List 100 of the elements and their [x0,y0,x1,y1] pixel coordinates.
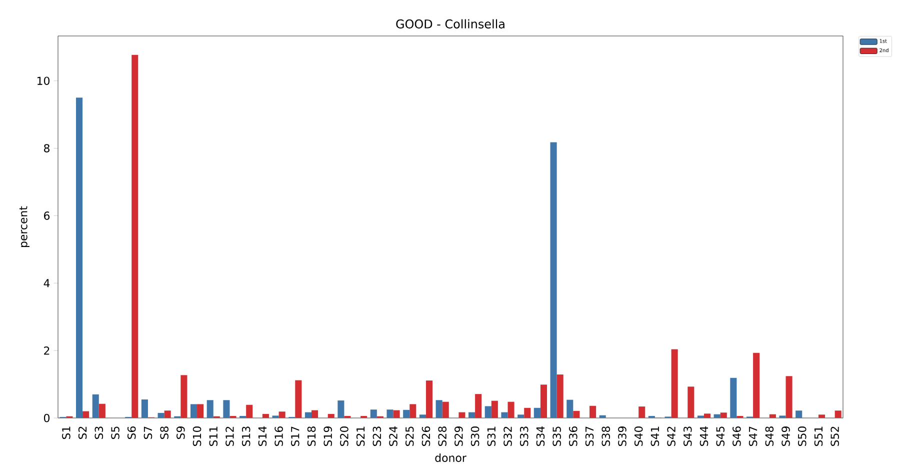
chart-title: GOOD - Collinsella [396,19,504,28]
bar [714,414,720,418]
bar [426,380,433,418]
bar [524,408,531,418]
y-tick-label: 10 [37,76,50,85]
bar [164,410,171,418]
bar [786,376,792,418]
x-tick-label: S18 [307,426,316,446]
x-tick-label: S26 [422,426,430,446]
bar [491,400,498,418]
x-tick-label: S23 [372,426,382,446]
x-tick-label: S28 [438,426,446,446]
x-tick-label: S52 [830,426,839,446]
bar [638,406,646,418]
bar [796,410,802,418]
x-tick-label: S34 [536,426,545,446]
x-tick-label: S12 [226,426,234,446]
bar [688,386,694,418]
bar [98,404,106,418]
x-tick-label: S45 [716,426,724,446]
bar [769,414,776,418]
bar [419,414,426,418]
bar [501,412,508,418]
x-tick-label: S1 [62,426,70,439]
bar [180,375,188,418]
y-tick-label: 6 [44,212,50,220]
x-tick-label: S9 [176,426,185,439]
x-tick-label: S47 [748,426,758,446]
x-tick-label: S32 [504,426,512,446]
x-tick-label: S48 [765,426,774,446]
bar [704,414,711,418]
x-tick-label: S38 [602,426,610,446]
bar [468,412,476,418]
bar [92,394,99,418]
y-tick-label: 4 [44,279,50,288]
x-tick-label: S3 [94,426,104,439]
bar [262,414,269,418]
x-tick-label: S14 [258,426,267,446]
x-tick-label: S2 [78,426,87,439]
bar [132,54,138,418]
x-tick-label: S19 [324,426,332,446]
x-tick-label: S51 [814,426,823,446]
y-tick-label: 0 [44,414,50,422]
bar [556,374,564,418]
bar [573,410,580,418]
x-tick-label: S33 [520,426,528,446]
x-tick-label: S35 [552,426,561,446]
bar [834,410,842,418]
x-tick-label: S31 [487,426,496,446]
x-tick-label: S17 [291,426,300,446]
bar [158,412,164,418]
x-tick-label: S40 [634,426,643,446]
bar [295,380,302,418]
bar [599,415,606,418]
bar [393,410,400,418]
bar [338,400,344,418]
y-axis-title: percent [19,206,30,247]
x-tick-label: S20 [340,426,348,446]
x-tick-label: S49 [782,426,790,446]
x-tick-label: S29 [454,426,463,446]
y-tick-label: 8 [44,144,50,152]
x-tick-label: S13 [242,426,250,446]
bar [82,411,90,418]
bar [436,400,442,418]
bar [458,412,466,418]
bar [370,410,377,418]
bar [475,394,482,418]
bar [550,142,557,418]
x-tick-label: S16 [274,426,283,446]
bar [566,400,574,418]
x-tick-label: S43 [684,426,692,446]
x-tick-label: S6 [127,426,136,439]
bar [246,404,253,418]
bar [590,406,596,418]
bar [730,378,737,418]
x-tick-label: S30 [470,426,480,446]
x-tick-label: S21 [356,426,365,446]
x-tick-label: S11 [209,426,218,446]
bar [190,404,198,418]
bar [278,412,286,418]
x-axis-title: donor [435,453,466,462]
x-tick-label: S24 [389,426,398,446]
bar [328,414,334,418]
bar [671,349,678,418]
bar [304,412,312,418]
y-tick-label: 2 [44,346,50,355]
bar [312,410,318,418]
x-tick-label: S10 [192,426,202,446]
x-tick-label: S36 [569,426,578,446]
x-tick-label: S44 [700,426,708,446]
bar [534,408,540,418]
bar [753,352,760,418]
bar [484,406,492,418]
bar [720,412,727,418]
bar [540,384,547,418]
bar [410,404,416,418]
x-tick-label: S50 [798,426,806,446]
x-tick-label: S46 [732,426,741,446]
bar [518,414,524,418]
x-tick-label: S7 [144,426,152,439]
